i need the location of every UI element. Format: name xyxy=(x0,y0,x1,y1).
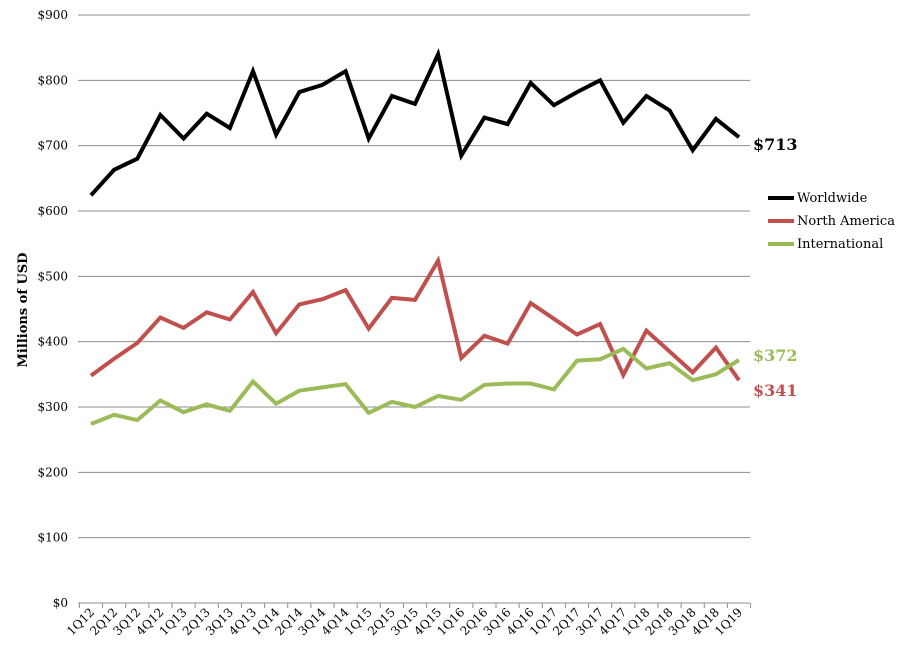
legend-label: International xyxy=(797,237,883,252)
end-label-worldwide: $713 xyxy=(753,135,798,154)
y-tick-label: $300 xyxy=(37,400,68,414)
end-label-international: $372 xyxy=(753,346,798,365)
end-label-north-america: $341 xyxy=(753,381,798,400)
y-tick-label: $400 xyxy=(37,335,68,349)
y-tick-label: $500 xyxy=(37,269,68,283)
series-line-international xyxy=(90,346,741,426)
series-lines xyxy=(89,48,741,426)
y-axis-title: Millions of USD xyxy=(16,253,31,368)
y-axis-tick-labels: $0 $100 $200 $300 $400 $500 $600 $700 $800 $900 xyxy=(37,8,68,610)
legend-label: Worldwide xyxy=(797,191,868,206)
y-tick-label: $0 xyxy=(53,596,68,610)
legend: Worldwide North America International xyxy=(768,191,895,252)
y-tick-label: $100 xyxy=(37,531,68,545)
y-tick-label: $600 xyxy=(37,204,68,218)
x-axis xyxy=(78,602,752,608)
y-tick-label: $900 xyxy=(37,8,68,22)
y-tick-label: $800 xyxy=(37,73,68,87)
y-tick-label: $700 xyxy=(37,139,68,153)
series-line-worldwide xyxy=(89,48,741,197)
legend-label: North America xyxy=(797,214,895,229)
y-tick-label: $200 xyxy=(37,465,68,479)
series-line-north-america xyxy=(89,255,741,382)
series-end-labels: $713 $341 $372 xyxy=(753,135,798,400)
